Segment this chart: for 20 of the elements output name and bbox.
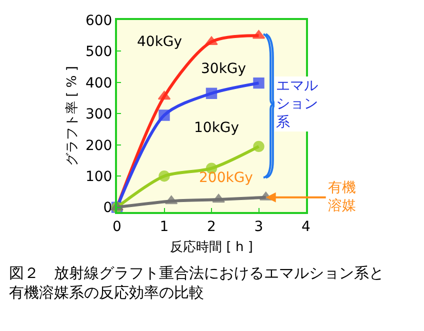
x-axis-title: 反応時間 [ h ] — [170, 238, 253, 255]
annotation: 有機溶媒 — [328, 180, 356, 214]
y-axis-title: グラフト率 [ % ] — [64, 66, 80, 166]
series-label: 40kGy — [137, 34, 182, 50]
x-tick-label: 2 — [207, 218, 216, 235]
x-tick-label: 3 — [254, 218, 264, 235]
y-tick-label: 500 — [85, 44, 112, 60]
caption: 図２ 放射線グラフト重合法におけるエマルション系と有機溶媒系の反応効率の比較 — [9, 264, 384, 302]
y-tick-label: 300 — [85, 106, 112, 123]
series-label: 30kGy — [201, 61, 246, 77]
y-tick-label: 0 — [103, 200, 112, 216]
y-tick-label: 600 — [85, 12, 112, 29]
x-tick-label: 4 — [302, 218, 311, 235]
x-tick-label: 1 — [160, 218, 169, 235]
y-tick-label: 100 — [85, 169, 112, 185]
series-label: 10kGy — [194, 120, 240, 136]
y-tick-label: 200 — [85, 138, 112, 154]
annotation: エマルション系 — [276, 78, 318, 130]
y-tick-label: 400 — [85, 75, 112, 92]
series-label: 200kGy — [199, 170, 253, 186]
